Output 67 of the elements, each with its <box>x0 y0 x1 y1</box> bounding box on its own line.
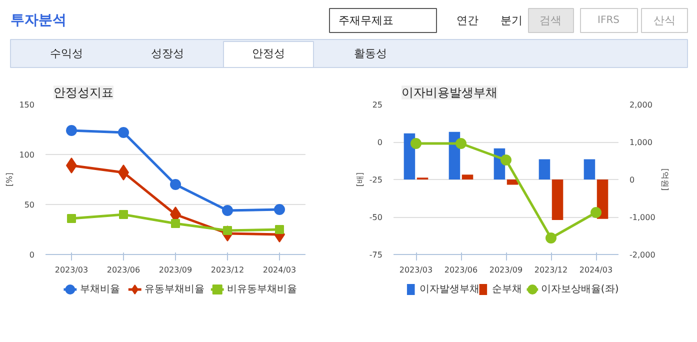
y2-tick-label: -1,000 <box>630 213 656 222</box>
y-tick-label: 25 <box>372 100 383 110</box>
text: 수익성 <box>50 47 83 60</box>
x-tick-label: 2023/09 <box>158 266 192 274</box>
point <box>67 214 76 223</box>
x-tick-label: 2024/03 <box>262 266 296 274</box>
x-tick-label: 2023/03 <box>399 266 433 274</box>
y-tick-label: -50 <box>369 213 383 222</box>
x-tick-label: 2024/03 <box>579 266 613 274</box>
y2-tick-label: -2,000 <box>630 250 656 260</box>
point <box>546 232 556 244</box>
x-tick-label: 2023/03 <box>54 266 88 274</box>
text: IFRS <box>598 15 620 26</box>
bar <box>462 174 474 180</box>
chart-title: 이자비용발생부채 <box>402 86 498 100</box>
legend-label: 비유동부채비율 <box>227 284 298 295</box>
x-tick-label: 2023/06 <box>444 266 478 274</box>
y-tick-label: 50 <box>24 200 35 210</box>
point <box>171 219 180 228</box>
y2-axis-title: [억원] <box>660 168 670 191</box>
point <box>500 154 512 166</box>
text: 산식 <box>654 14 676 27</box>
text: 활동성 <box>354 47 387 60</box>
legend-label: 이자발생부채 <box>420 284 480 295</box>
x-tick-label: 2023/12 <box>534 266 568 274</box>
bar <box>506 180 518 185</box>
point <box>275 225 284 234</box>
y-tick-label: -25 <box>369 176 383 184</box>
point <box>410 138 422 149</box>
x-tick-label: 2023/06 <box>106 266 140 274</box>
point <box>222 205 233 216</box>
point <box>66 125 77 136</box>
chart-title: 안정성지표 <box>54 86 114 100</box>
y2-tick-label: 0 <box>630 176 635 184</box>
bar <box>584 159 596 180</box>
text: 주재무제표 <box>338 14 394 27</box>
point <box>170 179 181 190</box>
y-tick-label: 100 <box>19 150 35 160</box>
bar <box>538 159 550 180</box>
y-tick-label: 0 <box>377 138 383 147</box>
text: 안정성 <box>252 47 285 60</box>
point <box>274 204 285 215</box>
y-tick-label: 150 <box>19 100 35 110</box>
legend-label: 유동부채비율 <box>144 284 205 295</box>
text: 분기 <box>500 14 522 27</box>
y2-tick-label: 2,000 <box>630 100 652 110</box>
bar <box>552 180 564 220</box>
text: 성장성 <box>151 47 184 60</box>
bar <box>404 133 416 180</box>
y-axis-title: [배] <box>355 172 364 187</box>
y-tick-label: 0 <box>29 250 35 260</box>
text: 검색 <box>540 14 562 27</box>
text: 투자분석 <box>10 12 66 28</box>
point <box>456 138 466 149</box>
point <box>118 127 129 138</box>
legend-label: 이자보상배율(좌) <box>540 284 619 295</box>
y2-tick-label: 1,000 <box>630 138 652 147</box>
y-tick-label: -75 <box>369 250 383 260</box>
point <box>119 210 128 219</box>
x-tick-label: 2023/09 <box>489 266 523 274</box>
x-tick-label: 2023/12 <box>210 266 244 274</box>
text: 연간 <box>456 14 478 27</box>
legend-label: 부채비율 <box>80 284 120 295</box>
bar <box>596 180 608 219</box>
y-axis-title: [%] <box>5 172 14 186</box>
legend-label: 순부채 <box>492 284 522 295</box>
point <box>590 207 602 218</box>
